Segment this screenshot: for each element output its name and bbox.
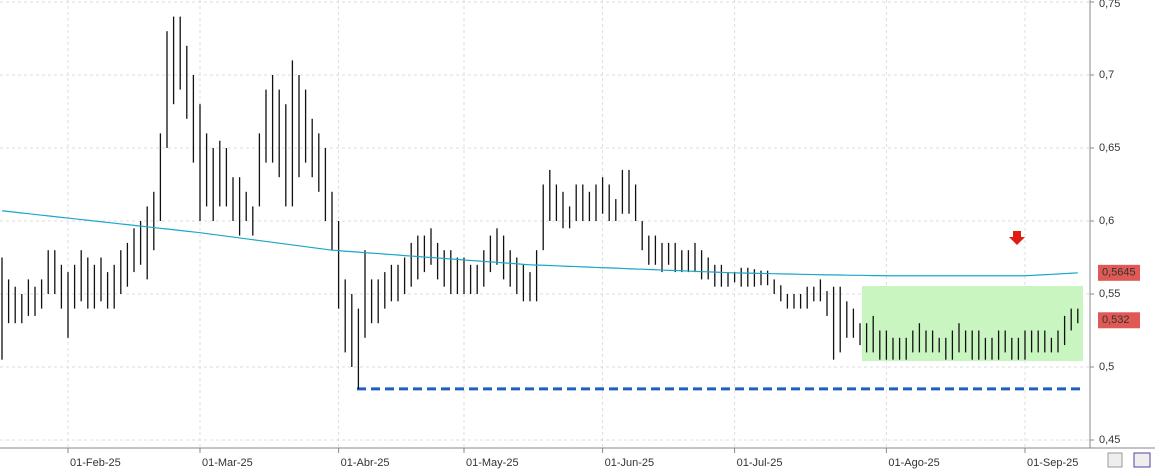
y-tick-label: 0,75 <box>1099 0 1120 10</box>
x-tick-label: 01-Mar-25 <box>202 457 253 469</box>
price-label: 0,5645 <box>1102 267 1136 279</box>
x-tick-label: 01-Feb-25 <box>70 457 121 469</box>
toolbar-icon[interactable] <box>1107 452 1123 468</box>
price-label-box <box>1098 312 1140 329</box>
y-tick-label: 0,5 <box>1099 361 1114 373</box>
price-label-box <box>1098 264 1140 281</box>
x-tick-label: 01-Sep-25 <box>1027 457 1078 469</box>
y-tick-label: 0,6 <box>1099 215 1114 227</box>
arrow-down <box>1009 231 1025 245</box>
x-tick-label: 01-May-25 <box>466 457 519 469</box>
y-tick-label: 0,7 <box>1099 69 1114 81</box>
price-label: 0,532 <box>1102 314 1130 326</box>
y-tick-label: 0,45 <box>1099 434 1120 446</box>
x-tick-label: 01-Abr-25 <box>341 457 390 469</box>
y-tick-label: 0,65 <box>1099 142 1120 154</box>
y-tick-label: 0,55 <box>1099 288 1120 300</box>
x-tick-label: 01-Ago-25 <box>888 457 939 469</box>
x-tick-label: 01-Jul-25 <box>737 457 783 469</box>
moving-average <box>1 210 1078 277</box>
x-tick-label: 01-Jun-25 <box>605 457 655 469</box>
save-icon[interactable] <box>1133 452 1151 468</box>
